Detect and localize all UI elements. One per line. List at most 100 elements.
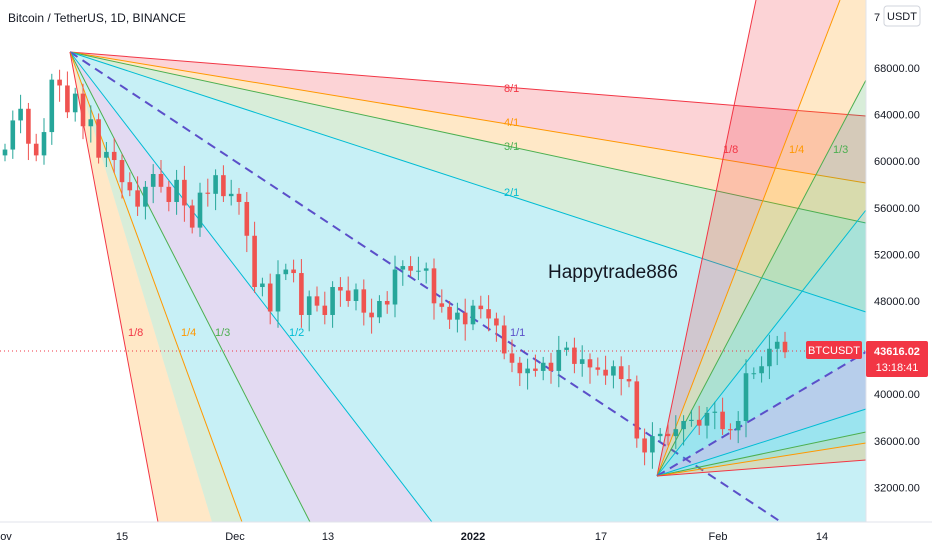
candle-body — [260, 283, 265, 288]
candle-body — [119, 160, 125, 183]
candle-body — [657, 433, 663, 437]
recent-line-4-1[interactable] — [656, 442, 867, 477]
y-tick-label: 68000.00 — [874, 63, 920, 75]
price-scale[interactable] — [866, 0, 932, 522]
recent-fan-label-1-4: 1/4 — [789, 144, 804, 156]
candle-body — [767, 348, 772, 367]
recent-line-2-1[interactable] — [656, 408, 867, 477]
recent-gann-fan[interactable] — [656, 0, 867, 477]
candle-body — [501, 325, 507, 354]
fan-label-1-1: 1/1 — [510, 327, 525, 339]
candle-body — [57, 79, 62, 86]
recent-line-1-1-dashed[interactable] — [656, 351, 867, 477]
candle-body — [759, 366, 764, 374]
candle-body — [26, 108, 31, 144]
candle-body — [587, 359, 593, 368]
x-tick-label: 2022 — [461, 531, 485, 543]
candle-body — [548, 362, 554, 371]
candle-body — [650, 436, 655, 453]
candle-body — [673, 429, 679, 437]
candle-body — [689, 419, 694, 421]
candle-body — [712, 411, 718, 413]
symbol-title[interactable]: Bitcoin / TetherUS, 1D, BINANCE — [8, 11, 186, 25]
y-tick-label: 7 — [874, 12, 880, 24]
candle-body — [330, 287, 335, 315]
candle-body — [431, 268, 437, 304]
fan-line-1-1-dashed[interactable] — [69, 51, 782, 523]
recent-fan-label-1-3: 1/3 — [833, 144, 848, 156]
fan-line-8-1[interactable] — [69, 51, 867, 117]
author-watermark: Happytrade886 — [548, 262, 678, 283]
candle-body — [595, 367, 601, 370]
candle-body — [377, 301, 382, 318]
candle-body — [384, 301, 390, 305]
fan-line-1-8[interactable] — [69, 51, 159, 523]
fan-line-4-1[interactable] — [69, 51, 867, 184]
recent-line-8-1[interactable] — [656, 459, 867, 477]
fan-label-1-8: 1/8 — [128, 327, 143, 339]
candle-body — [252, 235, 257, 288]
scale-badge[interactable]: USDT — [887, 11, 917, 23]
candle-body — [423, 268, 429, 271]
fan-line-2-1[interactable] — [69, 51, 867, 313]
x-tick-label: Feb — [709, 531, 728, 543]
candle-body — [111, 151, 117, 161]
candle-body — [509, 353, 515, 363]
candle-body — [338, 287, 343, 291]
candle-body — [416, 270, 421, 272]
candle-body — [158, 174, 164, 187]
candle-body — [65, 85, 70, 113]
recent-line-1-4[interactable] — [656, 0, 841, 477]
candle-body — [244, 201, 250, 236]
candle-body — [462, 312, 468, 325]
candle-body — [18, 108, 23, 121]
x-axis-ticks: ov 15 Dec 13 2022 17 Feb 14 — [0, 531, 828, 543]
candle-body — [517, 362, 523, 374]
candle-body — [72, 93, 78, 113]
candle-body — [603, 369, 608, 376]
candle-body — [283, 269, 289, 275]
candle-body — [572, 347, 577, 364]
upper-gann-fan[interactable] — [69, 51, 867, 523]
candle-body — [314, 296, 320, 306]
candle-body — [782, 341, 788, 353]
candle-body — [533, 368, 538, 371]
candle-body — [579, 359, 585, 364]
candle-body — [478, 305, 484, 310]
candle-body — [626, 379, 632, 382]
scale-badge-box[interactable] — [883, 5, 921, 27]
time-scale[interactable] — [0, 522, 932, 550]
candle-body — [205, 192, 211, 194]
fan-line-3-1[interactable] — [69, 51, 867, 224]
candle-body — [369, 312, 374, 318]
candle-body — [275, 274, 281, 312]
candle-body — [455, 312, 460, 320]
candle-body — [49, 79, 55, 133]
candle-body — [213, 175, 218, 194]
y-tick-label: 52000.00 — [874, 249, 920, 261]
candle-body — [743, 373, 749, 421]
candle-body — [564, 347, 569, 350]
candle-body — [618, 366, 624, 380]
candle-body — [33, 143, 39, 156]
candle-body — [166, 186, 172, 202]
candle-body — [486, 309, 491, 319]
candle-body — [696, 419, 702, 426]
last-price-value: 43616.02 — [874, 346, 920, 358]
fan-zone-orange-lower — [70, 52, 212, 522]
recent-line-1-2[interactable] — [656, 209, 867, 477]
candle-body — [642, 438, 647, 453]
recent-line-1-8[interactable] — [656, 0, 757, 477]
fan-line-1-2[interactable] — [69, 51, 433, 523]
candle-body — [540, 362, 546, 371]
candle-body — [611, 366, 616, 376]
recent-line-3-1[interactable] — [656, 431, 867, 477]
candle-body — [751, 373, 757, 375]
fan-line-1-3[interactable] — [69, 51, 311, 523]
recent-zone-orange — [657, 0, 866, 476]
candle-body — [774, 341, 780, 349]
x-tick-label: 15 — [116, 531, 128, 543]
candle-body — [400, 266, 406, 270]
candle-body — [494, 318, 499, 326]
